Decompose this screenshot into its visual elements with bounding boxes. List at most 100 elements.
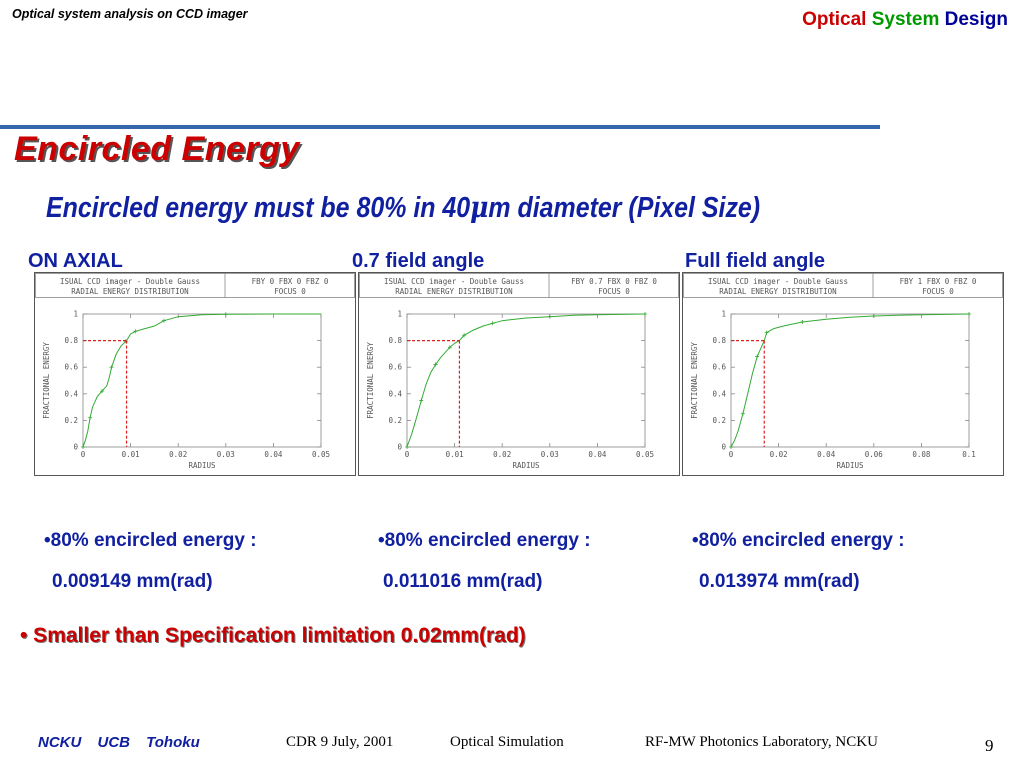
y-axis-label: FRACTIONAL ENERGY bbox=[42, 342, 51, 419]
x-tick-label: 0.05 bbox=[636, 450, 654, 459]
y-axis-label: FRACTIONAL ENERGY bbox=[366, 342, 375, 419]
plot-header-box bbox=[683, 273, 1003, 298]
plot-area-frame bbox=[406, 313, 646, 448]
x-tick-label: 0 bbox=[729, 450, 734, 459]
subtitle-mu: μ bbox=[470, 190, 489, 224]
curve-point-marker bbox=[755, 354, 760, 359]
x-tick-label: 0.06 bbox=[865, 450, 884, 459]
encircled-energy-curve bbox=[406, 313, 646, 448]
x-tick-label: 0.02 bbox=[770, 450, 788, 459]
bullet-full-field: •80% encircled energy : bbox=[692, 530, 905, 551]
footer-institutions: NCKU UCB Tohoku bbox=[38, 734, 200, 751]
y-tick-label: 0.6 bbox=[64, 363, 78, 372]
curve-point-marker bbox=[729, 445, 733, 449]
plot-header-right-1: FBY 1 FBX 0 FBZ 0 bbox=[900, 277, 977, 286]
plot-header-left-2: RADIAL ENERGY DISTRIBUTION bbox=[71, 287, 188, 296]
x-axis-label: RADIUS bbox=[836, 461, 864, 470]
curve-point-marker bbox=[967, 312, 971, 316]
x-tick-label: 0 bbox=[81, 450, 86, 459]
x-tick-label: 0.08 bbox=[912, 450, 931, 459]
plot-07-field: ISUAL CCD imager - Double Gauss RADIAL EN… bbox=[358, 272, 680, 476]
curve-point-marker bbox=[447, 345, 452, 350]
encircled-energy-curve bbox=[82, 313, 321, 448]
curve-point-marker bbox=[800, 319, 805, 324]
y-tick-label: 1 bbox=[73, 310, 78, 319]
x-axis-label: RADIUS bbox=[188, 461, 216, 470]
curve-point-marker bbox=[419, 398, 424, 403]
y-tick-label: 0.6 bbox=[712, 363, 726, 372]
curve-point-marker bbox=[643, 312, 647, 316]
header-word-2: System bbox=[871, 9, 940, 30]
bullet-07-field: •80% encircled energy : bbox=[378, 530, 591, 551]
plot-on-axial: ISUAL CCD imager - Double Gauss RADIAL EN… bbox=[34, 272, 356, 476]
y-tick-label: 0.8 bbox=[388, 336, 402, 345]
curve-point-marker bbox=[462, 333, 467, 338]
y-tick-label: 0.4 bbox=[712, 389, 726, 398]
plot-header-left-1: ISUAL CCD imager - Double Gauss bbox=[708, 277, 848, 286]
slide-title: Encircled Energy bbox=[14, 130, 300, 168]
x-tick-label: 0.04 bbox=[588, 450, 607, 459]
curve-point-marker bbox=[123, 339, 128, 344]
spec-note: • Smaller than Specification limitation … bbox=[20, 624, 526, 647]
x-tick-label: 0.01 bbox=[122, 450, 140, 459]
plot-header-left-1: ISUAL CCD imager - Double Gauss bbox=[60, 277, 200, 286]
plot-header-box bbox=[35, 273, 355, 298]
plot-header-right-2: FOCUS 0 bbox=[274, 287, 306, 296]
curve-point-marker bbox=[133, 329, 138, 334]
x-tick-label: 0.05 bbox=[312, 450, 330, 459]
slide-subtitle: Encircled energy must be 80% in 40μm dia… bbox=[46, 190, 760, 225]
y-tick-label: 0.4 bbox=[64, 389, 78, 398]
footer-date: CDR 9 July, 2001 bbox=[286, 734, 394, 750]
curve-point-marker bbox=[405, 445, 409, 449]
bullet-on-axial: •80% encircled energy : bbox=[44, 530, 257, 551]
y-tick-label: 0.8 bbox=[64, 336, 78, 345]
x-tick-label: 0.04 bbox=[264, 450, 283, 459]
curve-point-marker bbox=[81, 445, 85, 449]
y-tick-label: 0.2 bbox=[712, 416, 726, 425]
header-word-3: Design bbox=[944, 9, 1008, 30]
x-tick-label: 0 bbox=[405, 450, 410, 459]
plot-header-right-2: FOCUS 0 bbox=[598, 287, 630, 296]
y-tick-label: 0 bbox=[73, 443, 78, 452]
value-on-axial: 0.009149 mm(rad) bbox=[52, 571, 213, 592]
curve-point-marker bbox=[109, 365, 114, 370]
subtitle-post: m diameter (Pixel Size) bbox=[488, 192, 761, 224]
panel-label-on-axial: ON AXIAL bbox=[28, 250, 123, 272]
x-tick-label: 0.01 bbox=[446, 450, 464, 459]
x-tick-label: 0.02 bbox=[493, 450, 511, 459]
y-tick-label: 0.4 bbox=[388, 389, 402, 398]
y-tick-label: 0.2 bbox=[388, 416, 402, 425]
page-number: 9 bbox=[985, 736, 994, 755]
y-tick-label: 0 bbox=[397, 443, 402, 452]
subtitle-pre: Encircled energy must be 80% in 40 bbox=[46, 192, 471, 224]
curve-point-marker bbox=[740, 411, 745, 416]
x-tick-label: 0.04 bbox=[817, 450, 836, 459]
value-full-field: 0.013974 mm(rad) bbox=[699, 571, 860, 592]
x-tick-label: 0.03 bbox=[541, 450, 559, 459]
curve-point-marker bbox=[490, 321, 495, 326]
panel-label-07-field: 0.7 field angle bbox=[352, 250, 485, 272]
y-axis-label: FRACTIONAL ENERGY bbox=[690, 342, 699, 419]
value-07-field: 0.011016 mm(rad) bbox=[383, 571, 543, 592]
plot-area-frame bbox=[730, 313, 970, 448]
footer-lab: RF-MW Photonics Laboratory, NCKU bbox=[645, 734, 878, 750]
x-tick-label: 0.1 bbox=[962, 450, 976, 459]
header-left-text: Optical system analysis on CCD imager bbox=[12, 7, 248, 21]
curve-point-marker bbox=[871, 313, 876, 318]
y-tick-label: 0 bbox=[721, 443, 726, 452]
header-right-title: Optical System Design bbox=[802, 9, 1008, 31]
plot-full-field: ISUAL CCD imager - Double Gauss RADIAL EN… bbox=[682, 272, 1004, 476]
x-tick-label: 0.02 bbox=[169, 450, 187, 459]
curve-point-marker bbox=[547, 314, 552, 319]
plot-area-frame bbox=[82, 313, 322, 448]
plot-header-right-1: FBY 0.7 FBX 0 FBZ 0 bbox=[571, 277, 657, 286]
plot-header-left-1: ISUAL CCD imager - Double Gauss bbox=[384, 277, 524, 286]
y-tick-label: 0.2 bbox=[64, 416, 78, 425]
curve-point-marker bbox=[433, 362, 438, 367]
panel-label-full-field: Full field angle bbox=[685, 250, 826, 272]
plot-header-left-2: RADIAL ENERGY DISTRIBUTION bbox=[719, 287, 836, 296]
plot-header-right-1: FBY 0 FBX 0 FBZ 0 bbox=[252, 277, 329, 286]
